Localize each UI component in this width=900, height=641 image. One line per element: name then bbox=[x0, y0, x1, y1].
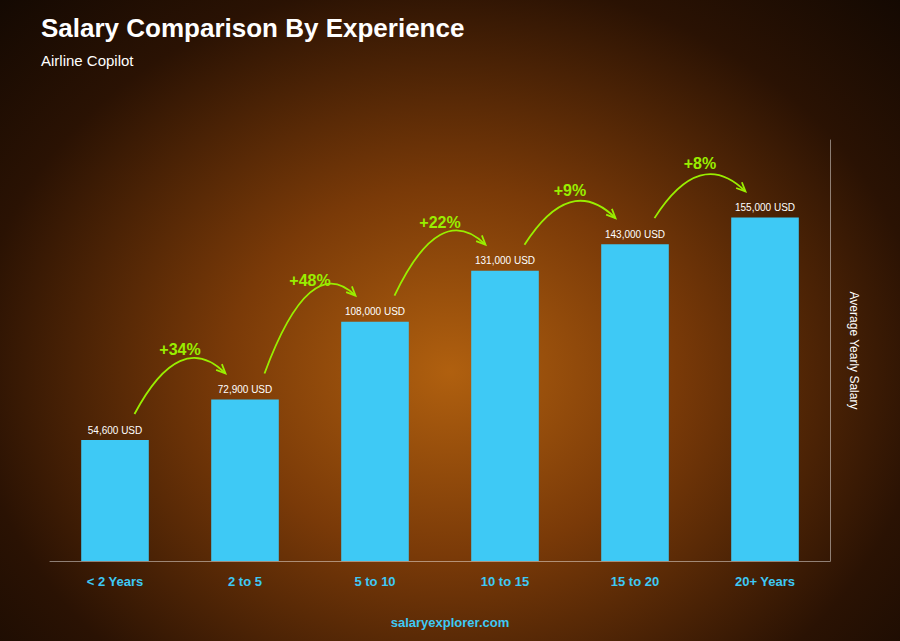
svg-text:15 to 20: 15 to 20 bbox=[611, 574, 659, 589]
svg-text:20+ Years: 20+ Years bbox=[735, 574, 795, 589]
svg-text:salaryexplorer.com: salaryexplorer.com bbox=[391, 615, 510, 630]
svg-text:+22%: +22% bbox=[419, 214, 460, 231]
svg-text:+9%: +9% bbox=[554, 182, 586, 199]
svg-text:5 to 10: 5 to 10 bbox=[354, 574, 395, 589]
svg-text:10 to 15: 10 to 15 bbox=[481, 574, 529, 589]
svg-text:143,000 USD: 143,000 USD bbox=[605, 229, 665, 240]
svg-text:72,900 USD: 72,900 USD bbox=[218, 384, 272, 395]
svg-text:Airline Copilot: Airline Copilot bbox=[41, 52, 134, 69]
svg-text:108,000 USD: 108,000 USD bbox=[345, 306, 405, 317]
svg-text:+48%: +48% bbox=[289, 272, 330, 289]
svg-text:Salary Comparison By Experienc: Salary Comparison By Experience bbox=[41, 13, 464, 43]
svg-text:Average Yearly Salary: Average Yearly Salary bbox=[847, 292, 861, 410]
svg-text:2 to 5: 2 to 5 bbox=[228, 574, 262, 589]
svg-text:131,000 USD: 131,000 USD bbox=[475, 255, 535, 266]
svg-text:+8%: +8% bbox=[684, 155, 716, 172]
svg-text:54,600 USD: 54,600 USD bbox=[88, 425, 142, 436]
svg-text:< 2 Years: < 2 Years bbox=[87, 574, 144, 589]
svg-text:155,000 USD: 155,000 USD bbox=[735, 202, 795, 213]
svg-text:+34%: +34% bbox=[159, 341, 200, 358]
